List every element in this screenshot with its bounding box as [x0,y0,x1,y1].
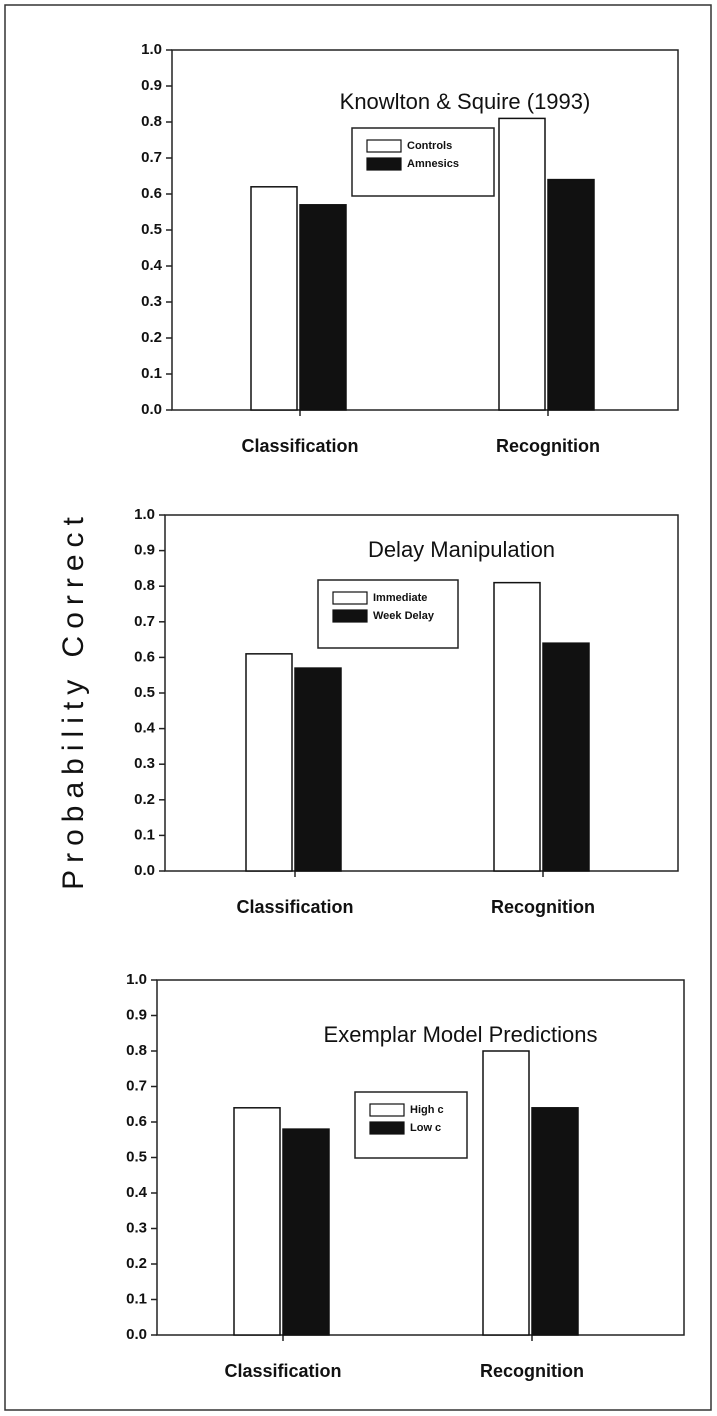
y-tick-label: 0.8 [134,577,155,594]
bar [531,1107,579,1336]
legend-swatch [332,609,368,623]
y-tick-label: 0.4 [126,1184,148,1201]
legend-label: High c [410,1104,444,1116]
y-tick-label: 1.0 [134,506,155,523]
y-tick-label: 0.2 [134,791,155,808]
legend-swatch [366,139,402,153]
plot-frame [164,514,679,872]
y-tick-label: 0.9 [134,542,155,559]
y-tick-label: 0.7 [126,1077,147,1094]
y-tick-label: 0.9 [126,1006,147,1023]
bar [482,1050,530,1336]
bar [493,581,541,872]
legend-label: Low c [410,1122,441,1134]
bar [282,1128,330,1336]
y-tick-label: 0.5 [141,221,162,238]
y-tick-label: 0.0 [141,401,162,418]
y-axis-label: Probability Correct [57,510,90,890]
chart-title: Knowlton & Squire (1993) [340,89,591,114]
bar [233,1107,281,1336]
legend-label: Amnesics [407,158,459,170]
y-tick-label: 0.0 [134,862,155,879]
bar [498,117,546,411]
bar [547,178,595,411]
page-frame [4,4,712,1411]
y-tick-label: 0.5 [126,1148,147,1165]
y-tick-label: 0.4 [141,257,163,274]
legend-swatch [366,157,402,171]
x-tick-label: Classification [236,897,353,917]
legend-label: Week Delay [373,610,435,622]
bar [250,186,298,411]
x-tick-label: Recognition [496,436,600,456]
x-tick-label: Recognition [480,1361,584,1381]
y-tick-label: 0.8 [141,113,162,130]
y-tick-label: 1.0 [141,41,162,58]
y-tick-label: 0.2 [141,329,162,346]
y-tick-label: 0.7 [141,149,162,166]
x-tick-label: Classification [241,436,358,456]
y-tick-label: 0.6 [126,1113,147,1130]
legend-swatch [369,1121,405,1135]
bar [542,642,590,872]
x-tick-label: Recognition [491,897,595,917]
y-tick-label: 0.3 [141,293,162,310]
bar [245,653,293,872]
y-tick-label: 0.6 [134,648,155,665]
bar [299,204,347,411]
y-tick-label: 0.3 [126,1219,147,1236]
legend-label: Controls [407,140,452,152]
y-tick-label: 0.4 [134,720,156,737]
y-tick-label: 0.1 [126,1290,147,1307]
legend-swatch [332,591,368,605]
y-tick-label: 0.8 [126,1042,147,1059]
y-tick-label: 0.6 [141,185,162,202]
y-tick-label: 0.5 [134,684,155,701]
y-tick-label: 0.1 [134,826,155,843]
bar [294,667,342,872]
y-tick-label: 0.2 [126,1255,147,1272]
chart-title: Delay Manipulation [368,537,555,562]
y-tick-label: 0.7 [134,613,155,630]
y-tick-label: 0.1 [141,365,162,382]
legend-label: Immediate [373,592,427,604]
y-tick-label: 0.3 [134,755,155,772]
x-tick-label: Classification [224,1361,341,1381]
y-tick-label: 0.0 [126,1326,147,1343]
chart-title: Exemplar Model Predictions [324,1022,598,1047]
y-tick-label: 0.9 [141,77,162,94]
y-tick-label: 1.0 [126,971,147,988]
legend-swatch [369,1103,405,1117]
